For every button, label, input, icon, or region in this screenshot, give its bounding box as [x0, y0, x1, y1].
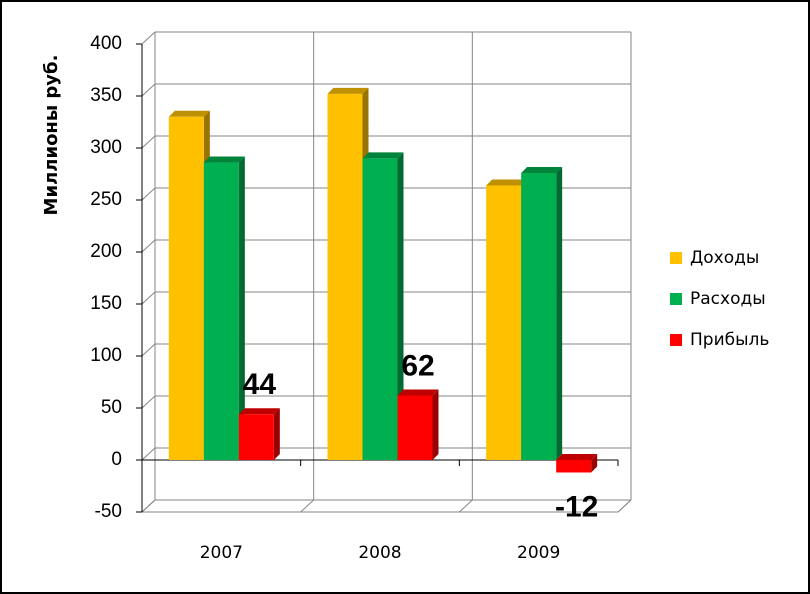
x-tick-label: 2007 — [200, 543, 243, 563]
bar-top — [168, 110, 210, 117]
y-tick-label: 150 — [90, 293, 122, 314]
bar-top — [486, 179, 528, 186]
y-tick-label: 250 — [90, 189, 122, 210]
legend-label: Прибыль — [690, 330, 769, 350]
bar — [238, 414, 274, 460]
grid-line — [141, 187, 156, 201]
y-axis-title: Миллионы руб. — [41, 55, 62, 216]
category-grid-line — [617, 499, 632, 513]
bar-top — [203, 156, 245, 163]
x-tick-label: 2009 — [517, 543, 560, 563]
grid-line — [141, 447, 156, 461]
grid-line — [141, 343, 156, 357]
bar — [521, 172, 557, 460]
category-grid-line — [458, 499, 473, 513]
bar-side — [397, 152, 404, 460]
data-label: -12 — [555, 490, 598, 523]
legend-swatch — [670, 334, 682, 346]
legend-label: Расходы — [690, 289, 766, 309]
grid-line — [141, 135, 156, 149]
y-tick-label: 400 — [90, 33, 122, 54]
bar-top — [556, 454, 598, 460]
y-tick-label: 200 — [90, 241, 122, 262]
y-tick-label: -50 — [95, 501, 122, 522]
grid-line — [141, 83, 156, 97]
bar-top — [397, 389, 439, 396]
y-tick-label: 0 — [111, 449, 122, 470]
bar-side — [556, 166, 563, 460]
bar-side — [238, 156, 245, 460]
bar-side — [273, 408, 280, 460]
bar — [327, 93, 363, 461]
data-label: 44 — [243, 368, 277, 401]
y-tick-label: 50 — [101, 397, 122, 418]
legend-swatch — [670, 252, 682, 264]
bar-top — [362, 152, 404, 159]
legend-label: Доходы — [690, 248, 759, 268]
bar — [556, 460, 592, 473]
bar-top — [327, 87, 369, 94]
bar-top — [238, 408, 280, 415]
y-tick-label: 100 — [90, 345, 122, 366]
bar-top — [521, 166, 563, 173]
grid-line — [141, 395, 156, 409]
grid-line — [141, 31, 156, 45]
y-tick-label: 350 — [90, 85, 122, 106]
bar — [397, 395, 433, 460]
grid-line — [141, 239, 156, 253]
data-label: 62 — [401, 349, 434, 382]
y-tick-label: 300 — [90, 137, 122, 158]
bar-side — [591, 454, 598, 473]
bar — [486, 185, 522, 460]
legend-swatch — [670, 293, 682, 305]
bar — [168, 116, 204, 461]
bar — [362, 158, 398, 460]
x-tick-label: 2008 — [358, 543, 401, 563]
category-grid-line — [300, 499, 315, 513]
bar-side — [432, 389, 439, 460]
grid-line — [141, 291, 156, 305]
bar — [203, 162, 239, 460]
grid-line — [141, 499, 156, 513]
